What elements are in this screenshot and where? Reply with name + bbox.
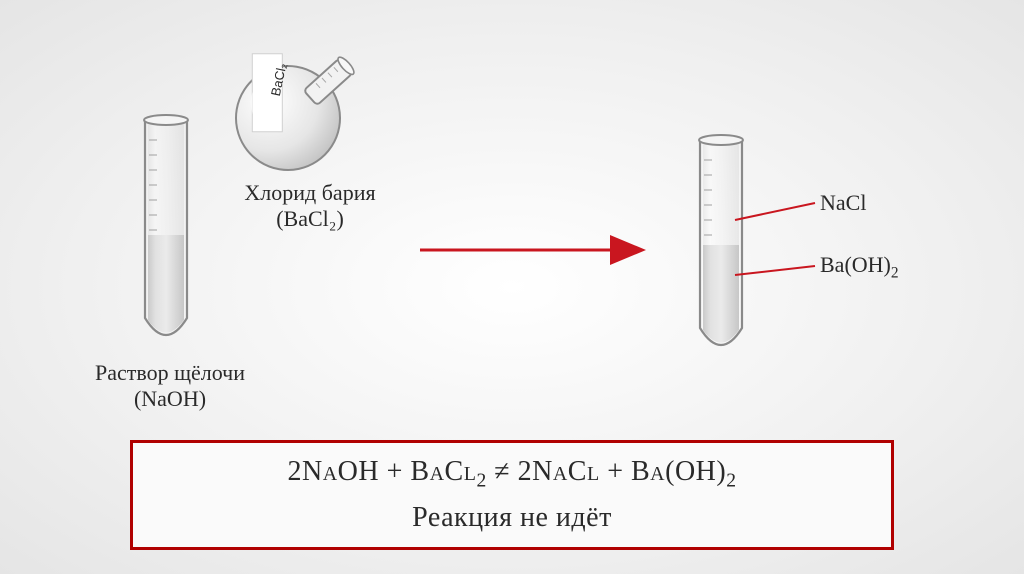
equation-box: 2NaOH + BaCl2 ≠ 2NaCl + Ba(OH)2 Реакция … <box>130 440 894 550</box>
product-label-2-html: Ba(OH)2 <box>820 252 899 277</box>
left-test-tube <box>144 115 188 335</box>
product-line-1 <box>735 203 815 220</box>
equation-line-2-text: Реакция не идёт <box>412 502 612 533</box>
flask-caption-line1: Хлорид бария <box>244 180 375 205</box>
right-test-tube <box>699 135 743 345</box>
product-line-2 <box>735 266 815 275</box>
product-label-2: Ba(OH)2 <box>820 252 899 282</box>
equation-line-1: 2NaOH + BaCl2 ≠ 2NaCl + Ba(OH)2 <box>287 456 736 493</box>
flask-caption-line2: (BaCl₂) <box>276 206 344 231</box>
pouring-flask <box>223 33 374 179</box>
product-label-1-text: NaCl <box>820 190 866 215</box>
left-tube-caption-line1: Раствор щёлочи <box>95 360 245 385</box>
left-tube-caption-line2: (NaOH) <box>134 386 206 411</box>
flask-caption: Хлорид бария (BaCl₂) <box>220 180 400 232</box>
left-tube-caption: Раствор щёлочи (NaOH) <box>80 360 260 412</box>
equation-line-2: Реакция не идёт <box>412 502 612 534</box>
product-label-1: NaCl <box>820 190 866 216</box>
diagram-stage: BaCl₂ Раствор щёлочи (NaOH) Хлорид бария… <box>0 0 1024 574</box>
